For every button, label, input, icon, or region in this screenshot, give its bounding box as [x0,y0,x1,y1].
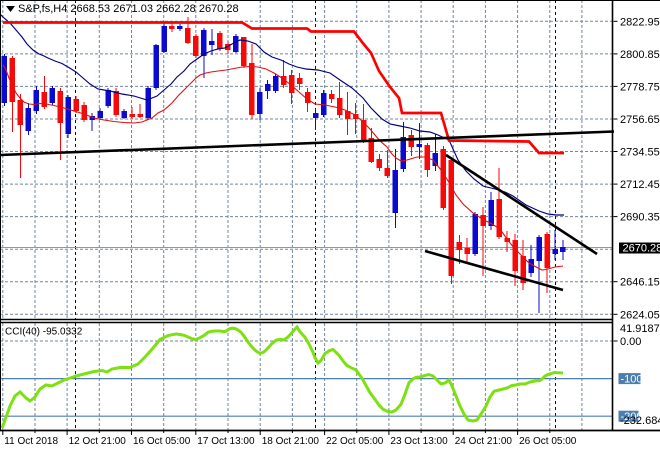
svg-text:12 Oct 21:00: 12 Oct 21:00 [69,436,127,447]
svg-text:2624.05: 2624.05 [620,309,660,321]
svg-text:18 Oct 21:00: 18 Oct 21:00 [262,436,320,447]
svg-text:22 Oct 05:00: 22 Oct 05:00 [326,436,384,447]
svg-text:2690.35: 2690.35 [620,212,660,224]
svg-text:2822.95: 2822.95 [620,16,660,28]
svg-text:2734.55: 2734.55 [620,147,660,159]
svg-text:2670.28: 2670.28 [623,243,660,255]
svg-text:11 Oct 2018: 11 Oct 2018 [4,436,58,447]
svg-text:2646.15: 2646.15 [620,277,660,289]
svg-text:CCI(40) -95.0332: CCI(40) -95.0332 [5,327,83,338]
svg-text:2800.85: 2800.85 [620,49,660,61]
svg-text:2778.75: 2778.75 [620,81,660,93]
svg-text:S&P,fs,H4 2668.53 2671.03 2662: S&P,fs,H4 2668.53 2671.03 2662.28 2670.2… [18,3,239,15]
svg-text:24 Oct 21:00: 24 Oct 21:00 [455,436,513,447]
svg-text:-232.6844: -232.6844 [620,415,660,427]
svg-text:23 Oct 13:00: 23 Oct 13:00 [390,436,448,447]
svg-text:-100: -100 [621,373,643,385]
svg-text:0.00: 0.00 [620,336,641,348]
svg-text:26 Oct 05:00: 26 Oct 05:00 [519,436,577,447]
svg-text:2712.45: 2712.45 [620,179,660,191]
svg-text:16 Oct 05:00: 16 Oct 05:00 [133,436,191,447]
svg-text:41.9187: 41.9187 [620,323,660,335]
svg-text:2756.65: 2756.65 [620,114,660,126]
svg-text:17 Oct 13:00: 17 Oct 13:00 [197,436,255,447]
